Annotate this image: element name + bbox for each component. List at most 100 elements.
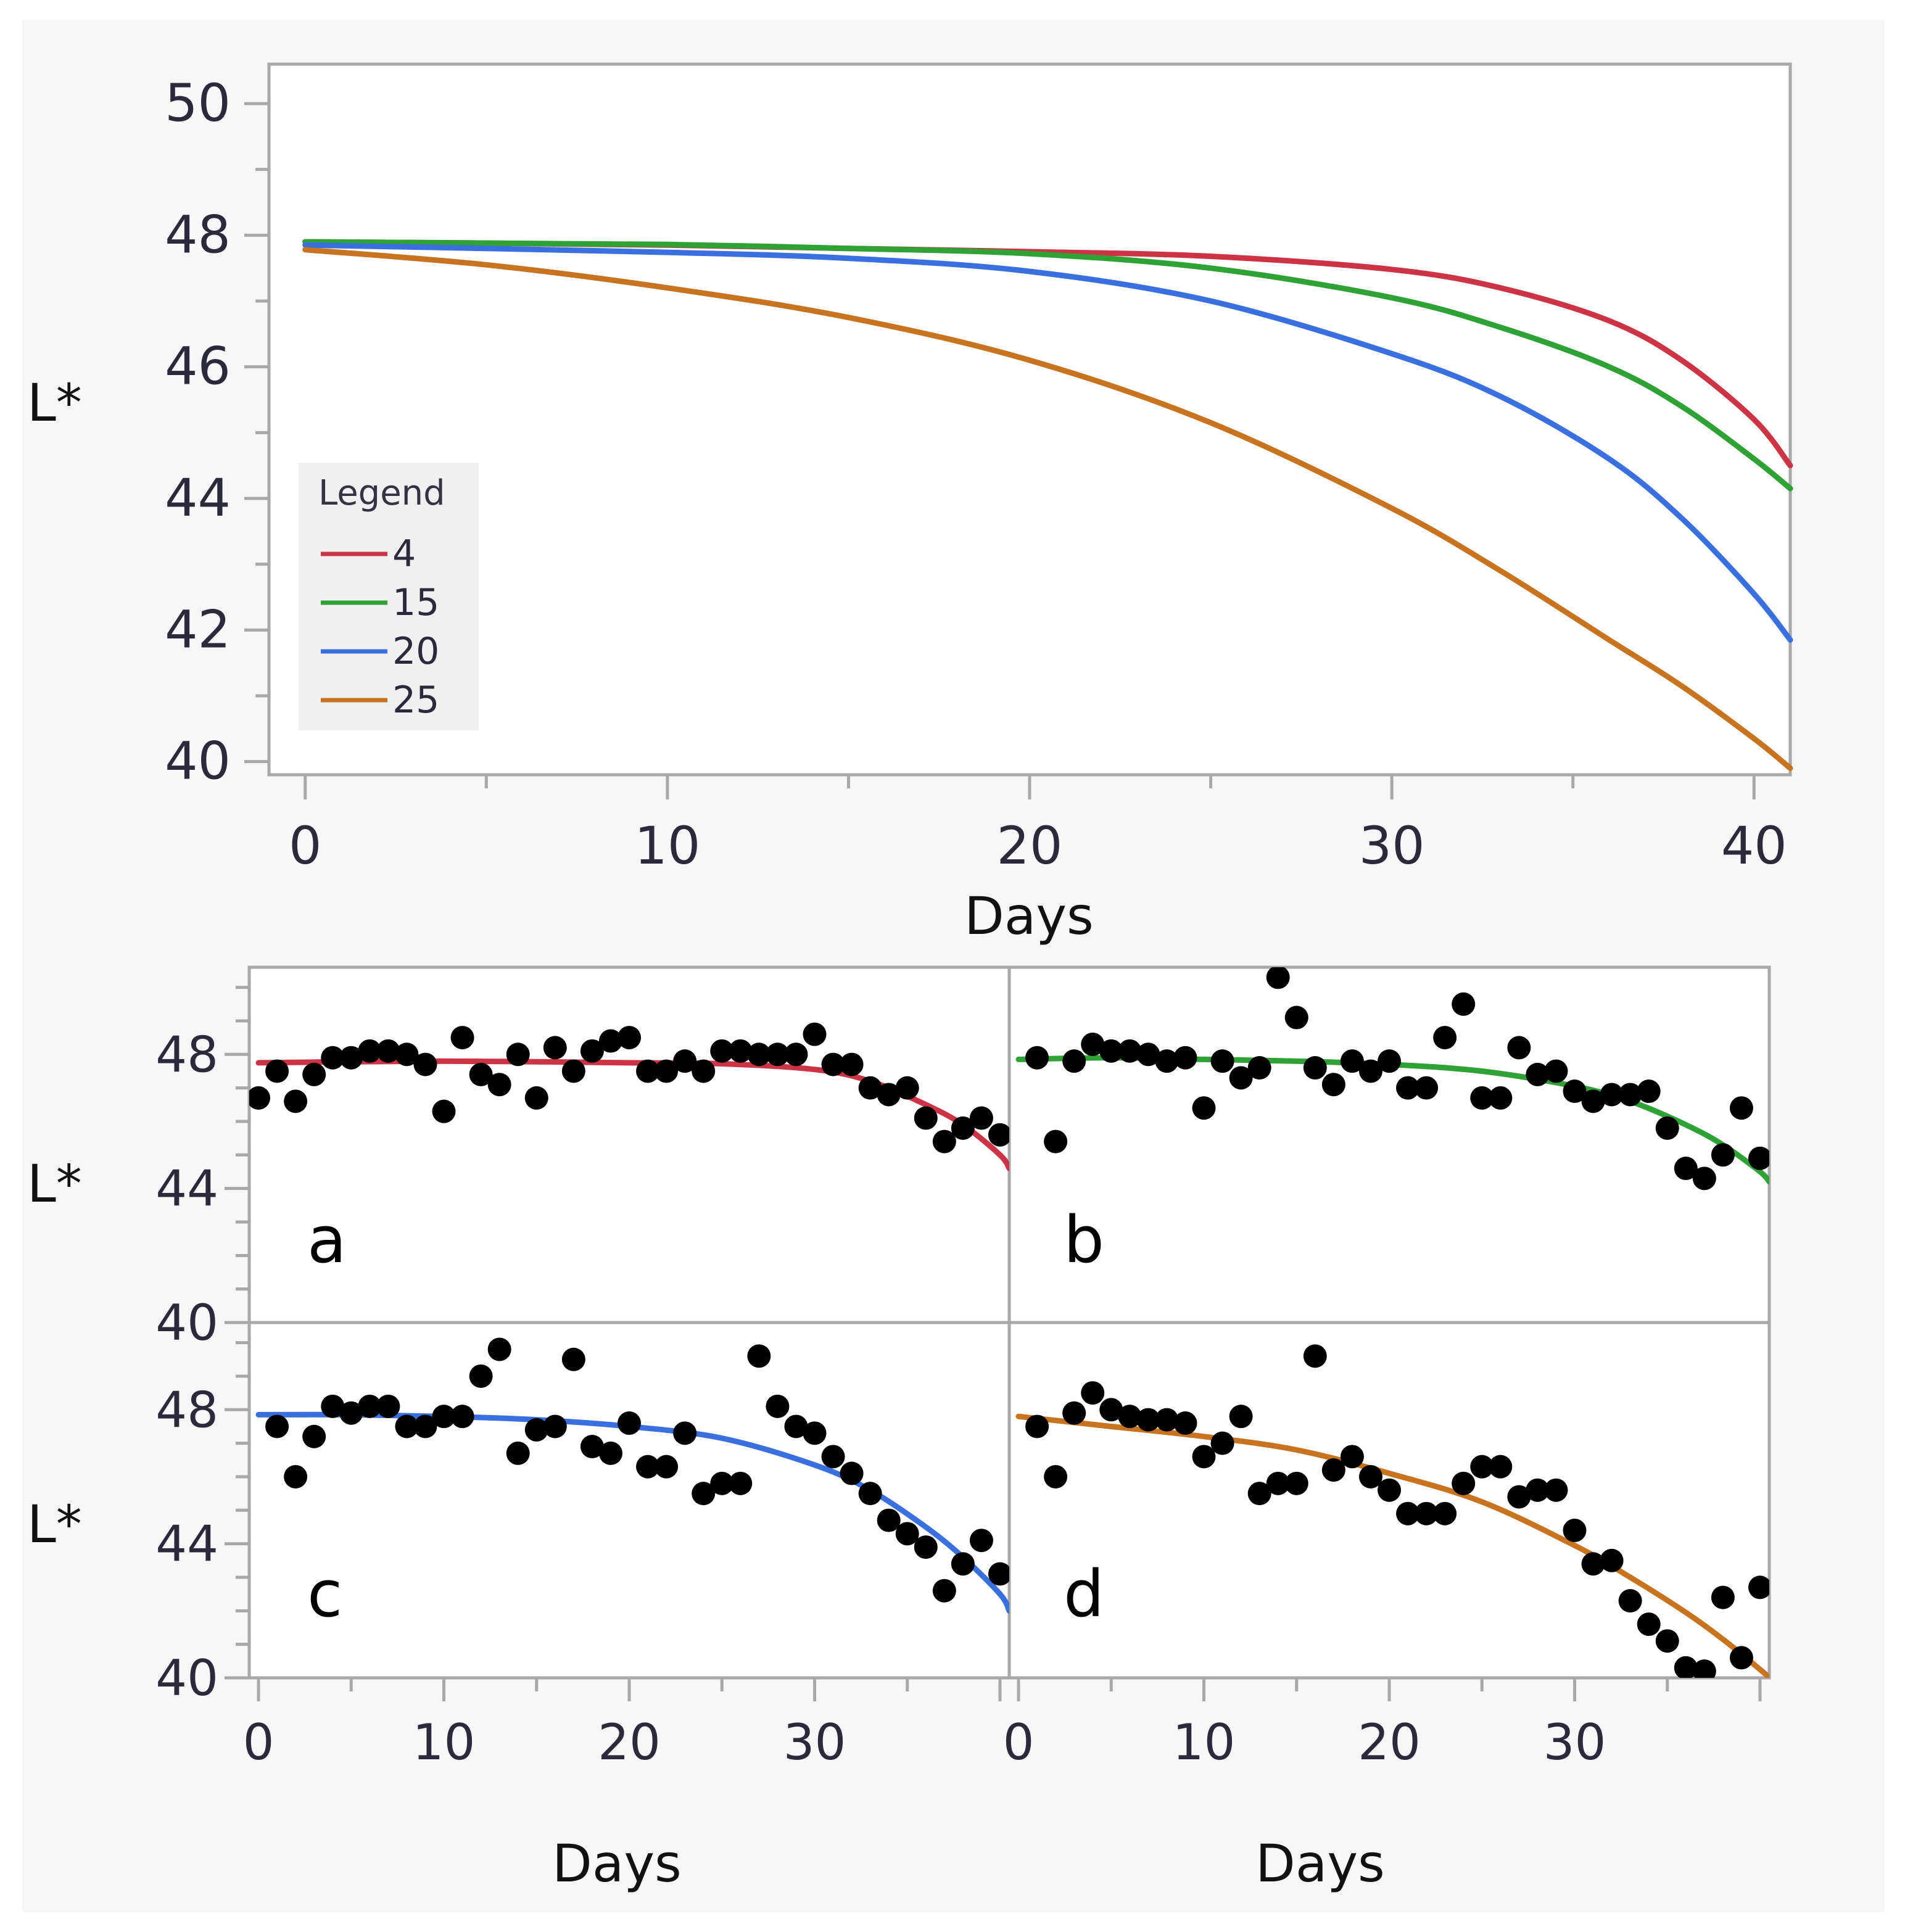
panel-b-point	[1507, 1036, 1531, 1060]
panel-c-point	[413, 1414, 437, 1439]
panel-b-point	[1544, 1059, 1568, 1083]
panel-d-point	[1526, 1478, 1550, 1502]
panel-d-point	[1692, 1659, 1716, 1678]
panel-d-point	[1081, 1381, 1105, 1405]
facet-x-tick-label: 20	[1358, 1714, 1421, 1771]
panel-a-point	[821, 1052, 845, 1076]
overview-chart: 40 42 44 46 48 50 0 10 20 30 40 L* Days Legend 4 15…	[27, 62, 1793, 946]
panel-d-point	[1415, 1501, 1439, 1525]
panel-a-point	[766, 1042, 790, 1067]
panel-b-point	[1415, 1076, 1439, 1100]
x-tick-label: 10	[634, 815, 700, 876]
panel-d-marks	[1015, 1344, 1769, 1678]
facet-marks	[249, 967, 1769, 1678]
panel-a-point	[858, 1076, 882, 1100]
panel-a-point	[469, 1062, 493, 1086]
panel-c-point	[636, 1455, 660, 1479]
panel-b-point	[1136, 1042, 1160, 1067]
y-tick-label: 48	[165, 204, 231, 265]
panel-d-point	[1210, 1431, 1234, 1455]
facet-y-tick-label: 44	[155, 1160, 218, 1218]
panel-a-point	[877, 1083, 901, 1107]
panel-b-point	[1340, 1049, 1364, 1073]
panel-b-point	[1655, 1116, 1679, 1140]
facet-y-tick-label: 48	[155, 1381, 218, 1439]
panel-a-point	[302, 1062, 326, 1086]
panel-d-point	[1674, 1656, 1698, 1678]
series-line-25	[302, 247, 1793, 771]
panel-a-point	[432, 1099, 456, 1123]
overview-x-axis-title: Days	[964, 886, 1094, 946]
facet-y-axis-title-top: L*	[27, 1154, 82, 1214]
panel-c-point	[895, 1522, 919, 1546]
panel-a-point	[747, 1042, 771, 1067]
facet-y-axis-title-bottom: L*	[27, 1494, 82, 1554]
panel-d-point	[1396, 1501, 1420, 1525]
panel-d-point	[1118, 1405, 1142, 1429]
legend: Legend 4 15 20 25	[299, 463, 479, 730]
panel-b-point	[1044, 1129, 1068, 1154]
panel-a-point	[249, 1086, 271, 1110]
panel-d-point	[1637, 1612, 1661, 1637]
y-tick-label: 50	[165, 73, 231, 133]
panel-d-point	[1378, 1478, 1401, 1502]
panel-c-fit-line	[255, 1411, 1009, 1614]
y-tick-label: 40	[165, 731, 231, 791]
panel-d-point	[1173, 1411, 1197, 1435]
panel-d-point	[1489, 1455, 1513, 1479]
panel-c-point	[673, 1421, 697, 1445]
facet-axes: 40 44 48 40 44 48 0 10 20 30 0 10 20 30	[155, 986, 1762, 1771]
panel-a-point	[988, 1123, 1009, 1147]
panel-d-point	[1284, 1471, 1308, 1495]
panel-c-point	[450, 1405, 474, 1429]
panel-b-point	[1025, 1046, 1049, 1070]
panel-a-point	[655, 1059, 679, 1083]
panel-b-point	[1099, 1039, 1123, 1063]
facet-y-tick-label: 48	[155, 1026, 218, 1083]
panel-c-point	[784, 1414, 808, 1439]
panel-d-point	[1321, 1458, 1345, 1482]
panel-d-point	[1655, 1629, 1679, 1653]
series-line-20	[302, 242, 1793, 643]
panel-a-point	[561, 1059, 585, 1083]
panel-d-point	[1618, 1589, 1642, 1613]
panel-d-point	[1358, 1464, 1382, 1488]
panel-d-point	[1711, 1585, 1735, 1609]
panel-c-label: c	[307, 1556, 342, 1632]
panel-c-point	[803, 1421, 827, 1445]
panel-a-point	[784, 1042, 808, 1067]
panel-c-point	[358, 1394, 382, 1418]
panel-b-label: b	[1064, 1202, 1104, 1278]
panel-a-point	[673, 1049, 697, 1073]
panel-b-point	[1358, 1059, 1382, 1083]
panel-b-point	[1192, 1096, 1216, 1120]
legend-title: Legend	[318, 473, 445, 513]
panel-b-point	[1729, 1096, 1753, 1120]
panel-d-point	[1544, 1478, 1568, 1502]
panel-a-point	[951, 1116, 975, 1140]
panel-c-area	[247, 1321, 1011, 1680]
panel-d-point	[1340, 1445, 1364, 1469]
panel-a-point	[487, 1073, 511, 1097]
panel-b-point	[1452, 992, 1476, 1016]
facet-x-tick-label: 0	[243, 1714, 275, 1771]
facet-x-tick-label: 10	[1173, 1714, 1236, 1771]
panel-c-marks	[255, 1337, 1009, 1614]
panel-c-point	[580, 1435, 604, 1459]
panel-c-point	[302, 1424, 326, 1448]
panel-a-point	[914, 1106, 938, 1130]
panel-a-point	[636, 1059, 660, 1083]
panel-b-point	[1321, 1073, 1345, 1097]
panel-b-point	[1247, 1056, 1271, 1080]
panel-c-point	[877, 1508, 901, 1532]
panel-a-point	[543, 1036, 567, 1060]
panel-d-point	[1229, 1405, 1253, 1429]
panel-b-point	[1378, 1049, 1401, 1073]
panel-d-point	[1507, 1485, 1531, 1509]
panel-c-point	[655, 1455, 679, 1479]
overview-plot-area	[267, 62, 1792, 777]
panel-c-point	[524, 1418, 548, 1442]
panel-a-point	[840, 1052, 864, 1076]
x-tick-label: 40	[1721, 815, 1787, 876]
